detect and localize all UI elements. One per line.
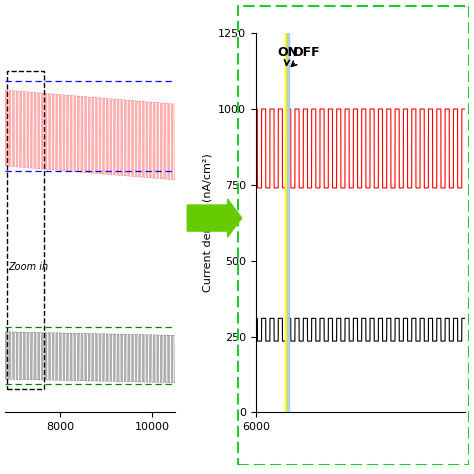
Bar xyxy=(285,33,287,412)
Text: ON: ON xyxy=(277,46,298,65)
Bar xyxy=(287,33,289,412)
Bar xyxy=(7,71,44,389)
Y-axis label: Current density (nA/cm²): Current density (nA/cm²) xyxy=(202,154,212,292)
Text: Zoom in: Zoom in xyxy=(8,262,48,272)
Text: OFF: OFF xyxy=(292,46,320,66)
